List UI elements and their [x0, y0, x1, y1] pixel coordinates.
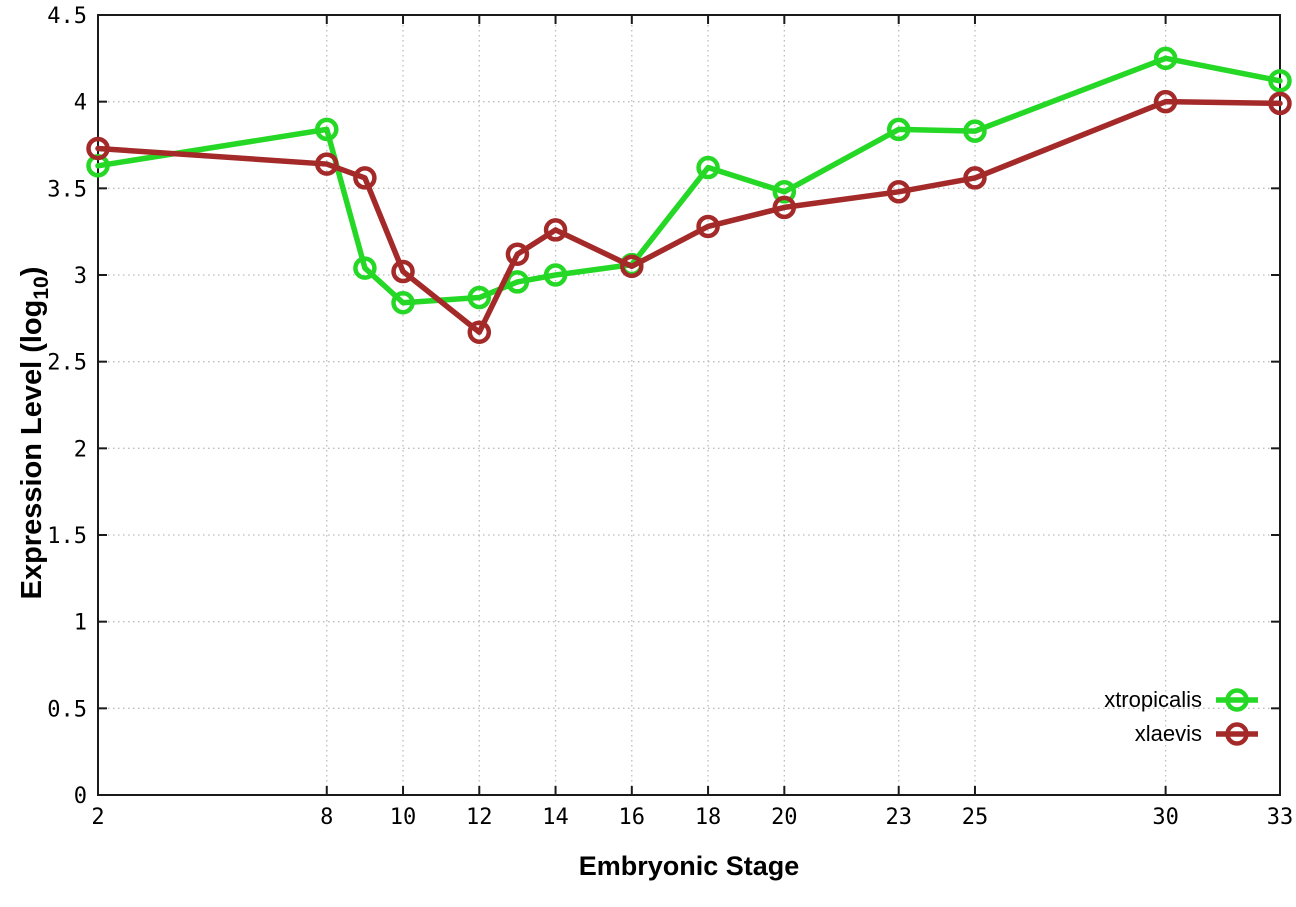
- data-point-xlaevis: [886, 180, 911, 204]
- x-tick-label: 20: [771, 805, 798, 830]
- data-point-xtropicalis: [696, 155, 720, 180]
- y-tick-label: 3: [74, 264, 87, 289]
- plot-border: [97, 14, 1281, 796]
- y-tick-label: 0: [74, 784, 87, 809]
- data-point-xlaevis: [1268, 91, 1292, 116]
- data-point-xtropicalis: [391, 290, 415, 315]
- y-tick-label: 2: [74, 437, 87, 462]
- series-line-xtropicalis: [95, 55, 1283, 306]
- data-point-xlaevis: [505, 242, 530, 266]
- legend-item-xtropicalis: xtropicalis: [1104, 683, 1260, 717]
- x-tick-label: 10: [390, 805, 417, 830]
- y-axis-title-subscript: 10: [29, 276, 53, 300]
- x-tick-label: 23: [885, 805, 912, 830]
- data-point-xlaevis: [543, 218, 568, 242]
- data-point-xlaevis: [1153, 89, 1178, 114]
- legend-marker-xlaevis-icon: [1216, 722, 1258, 746]
- x-tick-label: 12: [466, 805, 493, 830]
- data-point-xlaevis: [391, 259, 415, 284]
- x-tick-label: 16: [619, 805, 646, 830]
- data-point-xtropicalis: [1268, 69, 1292, 93]
- x-tick-label: 18: [695, 805, 722, 830]
- y-axis-title-text: Expression Level (log: [15, 299, 48, 600]
- x-tick-label: 30: [1152, 805, 1179, 830]
- y-tick-label: 1: [74, 611, 87, 636]
- y-tick-label: 0.5: [47, 697, 87, 722]
- y-tick-label: 2.5: [47, 351, 87, 376]
- x-tick-label: 8: [320, 805, 333, 830]
- legend-item-xlaevis: xlaevis: [1104, 717, 1260, 751]
- y-tick-label: 4.5: [47, 4, 87, 29]
- data-point-xlaevis: [353, 166, 377, 190]
- data-point-xtropicalis: [467, 285, 492, 310]
- data-point-xlaevis: [963, 166, 987, 190]
- data-point-xlaevis: [620, 254, 644, 279]
- legend-label-xtropicalis: xtropicalis: [1104, 687, 1202, 712]
- data-point-xtropicalis: [886, 117, 911, 142]
- y-tick-label: 1.5: [47, 524, 87, 549]
- legend-label-xlaevis: xlaevis: [1134, 721, 1202, 746]
- legend-marker-xtropicalis-icon: [1216, 688, 1258, 712]
- data-point-xtropicalis: [505, 270, 530, 294]
- y-tick-label: 4: [74, 91, 87, 116]
- series-line-xlaevis: [95, 98, 1283, 335]
- data-point-xtropicalis: [1153, 46, 1178, 71]
- legend-sample-marker: [1225, 722, 1249, 746]
- y-tick-label: 3.5: [47, 177, 87, 202]
- data-point-xlaevis: [467, 320, 492, 344]
- data-point-xtropicalis: [353, 256, 377, 280]
- x-tick-label: 25: [962, 805, 989, 830]
- legend: xtropicalis xlaevis: [1104, 683, 1260, 751]
- x-axis-title: Embryonic Stage: [578, 851, 800, 881]
- y-axis-title-close: ): [15, 266, 48, 277]
- data-point-xlaevis: [315, 152, 339, 176]
- x-tick-label: 14: [542, 805, 569, 830]
- x-tick-label: 2: [91, 805, 104, 830]
- data-point-xtropicalis: [963, 119, 987, 143]
- data-point-xtropicalis: [543, 263, 568, 287]
- data-point-xtropicalis: [315, 117, 339, 142]
- data-point-xlaevis: [772, 195, 797, 220]
- legend-sample-marker: [1225, 688, 1249, 712]
- data-point-xtropicalis: [772, 180, 797, 204]
- x-tick-label: 33: [1267, 805, 1294, 830]
- data-point-xlaevis: [86, 136, 110, 161]
- data-point-xlaevis: [696, 214, 720, 239]
